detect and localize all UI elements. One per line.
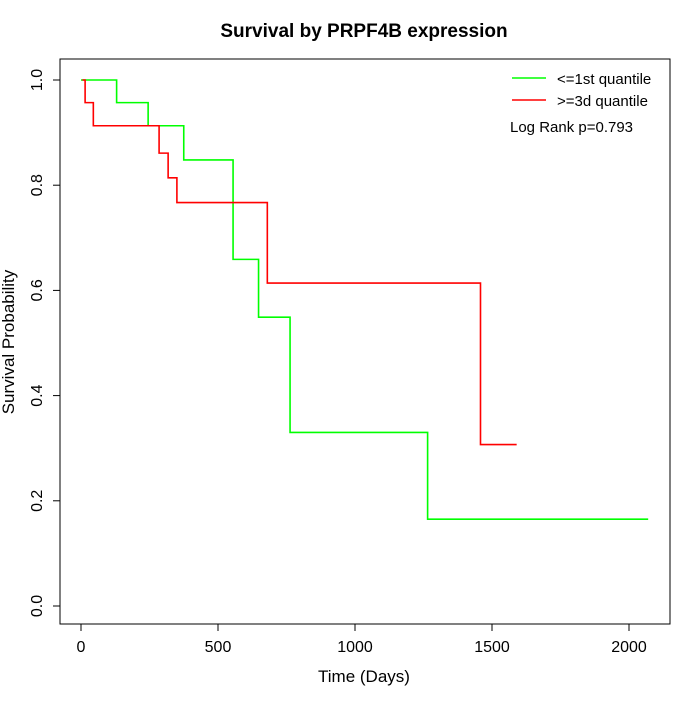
logrank-annotation: Log Rank p=0.793 bbox=[510, 119, 633, 136]
survival-curve-series-2 bbox=[82, 80, 516, 445]
x-tick-label: 0 bbox=[77, 639, 86, 656]
y-tick-label: 0.4 bbox=[29, 384, 46, 406]
series-layer bbox=[81, 80, 648, 519]
x-axis-label: Time (Days) bbox=[318, 667, 410, 686]
x-tick-label: 1500 bbox=[474, 639, 510, 656]
y-axis-label: Survival Probability bbox=[0, 269, 18, 414]
y-tick-label: 0.6 bbox=[29, 279, 46, 301]
chart-title: Survival by PRPF4B expression bbox=[220, 21, 507, 42]
y-tick-label: 1.0 bbox=[29, 69, 46, 91]
y-tick-label: 0.0 bbox=[29, 595, 46, 617]
x-tick-label: 1000 bbox=[337, 639, 373, 656]
legend: <=1st quantile >=3d quantile bbox=[512, 71, 651, 110]
y-tick-label: 0.8 bbox=[29, 174, 46, 196]
x-axis: 0 500 1000 1500 2000 bbox=[77, 624, 647, 656]
y-axis: 0.0 0.2 0.4 0.6 0.8 1.0 bbox=[29, 69, 60, 617]
survival-curve-series-1 bbox=[81, 80, 648, 519]
plot-frame bbox=[60, 59, 670, 624]
y-tick-label: 0.2 bbox=[29, 490, 46, 512]
x-tick-label: 500 bbox=[205, 639, 232, 656]
legend-label-series-1: <=1st quantile bbox=[557, 71, 651, 88]
x-tick-label: 2000 bbox=[611, 639, 647, 656]
legend-label-series-2: >=3d quantile bbox=[557, 93, 648, 110]
